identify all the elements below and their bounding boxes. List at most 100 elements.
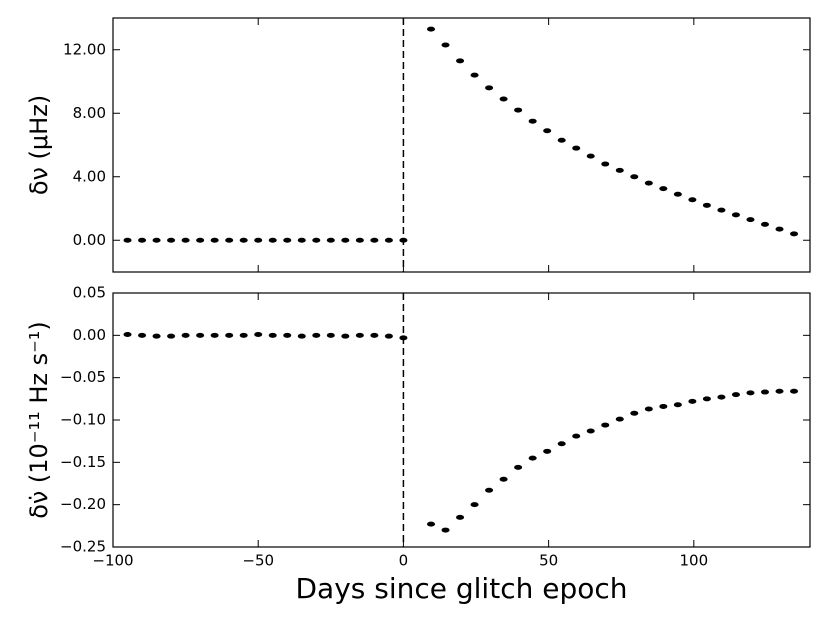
data-point (181, 237, 190, 243)
y-tick-label: −0.10 (60, 411, 106, 429)
data-point (746, 217, 755, 223)
data-point (688, 197, 697, 203)
y-tick-label: 8.00 (73, 104, 106, 122)
data-point (326, 332, 335, 338)
y-tick-label: −0.25 (60, 538, 106, 556)
data-point (702, 202, 711, 208)
data-point (615, 167, 624, 173)
data-point (673, 191, 682, 197)
y-axis-label: δν̇ (10⁻¹¹ Hz s⁻¹) (25, 321, 53, 519)
data-point (644, 406, 653, 412)
data-point (630, 174, 639, 180)
data-point (268, 237, 277, 243)
data-point (196, 332, 205, 338)
data-point (441, 42, 450, 48)
x-axis-label: Days since glitch epoch (295, 572, 627, 605)
data-point (152, 237, 161, 243)
data-point (514, 464, 523, 470)
data-point (702, 396, 711, 402)
data-point (384, 237, 393, 243)
data-point (341, 237, 350, 243)
data-point (601, 161, 610, 167)
data-point (775, 226, 784, 232)
data-point (341, 333, 350, 339)
data-point (355, 332, 364, 338)
data-point (586, 428, 595, 434)
data-point (731, 212, 740, 218)
y-tick-label: −0.20 (60, 495, 106, 513)
plot-frame (112, 292, 811, 548)
data-point (225, 332, 234, 338)
data-point (297, 333, 306, 339)
data-point (399, 237, 408, 243)
data-point (572, 145, 581, 151)
data-point (688, 398, 697, 404)
data-point (196, 237, 205, 243)
data-point (326, 237, 335, 243)
data-point (659, 186, 668, 192)
data-point (746, 390, 755, 396)
data-point (485, 487, 494, 493)
data-point (543, 128, 552, 134)
data-point (572, 433, 581, 439)
data-point (659, 403, 668, 409)
data-point (557, 137, 566, 143)
y-tick-label: 0.05 (73, 284, 106, 302)
data-point (557, 441, 566, 447)
data-point (470, 72, 479, 78)
data-point (731, 392, 740, 398)
y-tick-label: −0.15 (60, 453, 106, 471)
y-tick-label: −0.05 (60, 368, 106, 386)
data-point (485, 85, 494, 91)
data-point (123, 331, 132, 337)
data-point (470, 502, 479, 508)
data-point (254, 331, 263, 337)
data-point (427, 521, 436, 527)
data-point (239, 237, 248, 243)
data-point (167, 333, 176, 339)
data-point (543, 448, 552, 454)
data-point (384, 333, 393, 339)
data-point (370, 237, 379, 243)
x-tick-label: 50 (539, 552, 558, 570)
data-point (673, 402, 682, 408)
data-point (268, 332, 277, 338)
data-point (225, 237, 234, 243)
data-point (138, 237, 147, 243)
x-tick-label: 100 (680, 552, 709, 570)
data-point (615, 416, 624, 422)
y-tick-label: 0.00 (73, 326, 106, 344)
x-tick-label: −50 (242, 552, 274, 570)
data-point (775, 388, 784, 394)
data-point (167, 237, 176, 243)
data-point (210, 332, 219, 338)
data-point (717, 207, 726, 213)
data-point (790, 231, 799, 237)
data-point (514, 107, 523, 113)
data-point (123, 237, 132, 243)
data-point (456, 514, 465, 520)
data-point (499, 96, 508, 102)
data-point (181, 332, 190, 338)
data-point (297, 237, 306, 243)
y-tick-label: 12.00 (63, 40, 106, 58)
data-point (760, 389, 769, 395)
data-point (760, 221, 769, 227)
data-point (456, 58, 465, 64)
data-point (312, 332, 321, 338)
data-point (355, 237, 364, 243)
data-point (254, 237, 263, 243)
data-point (717, 394, 726, 400)
data-point (528, 455, 537, 461)
y-tick-label: 4.00 (73, 167, 106, 185)
plot-frame (112, 17, 811, 273)
x-tick-label: 0 (399, 552, 409, 570)
data-point (601, 422, 610, 428)
data-point (239, 332, 248, 338)
data-point (499, 476, 508, 482)
data-point (790, 388, 799, 394)
data-point (528, 118, 537, 124)
data-point (283, 332, 292, 338)
data-point (152, 333, 161, 339)
